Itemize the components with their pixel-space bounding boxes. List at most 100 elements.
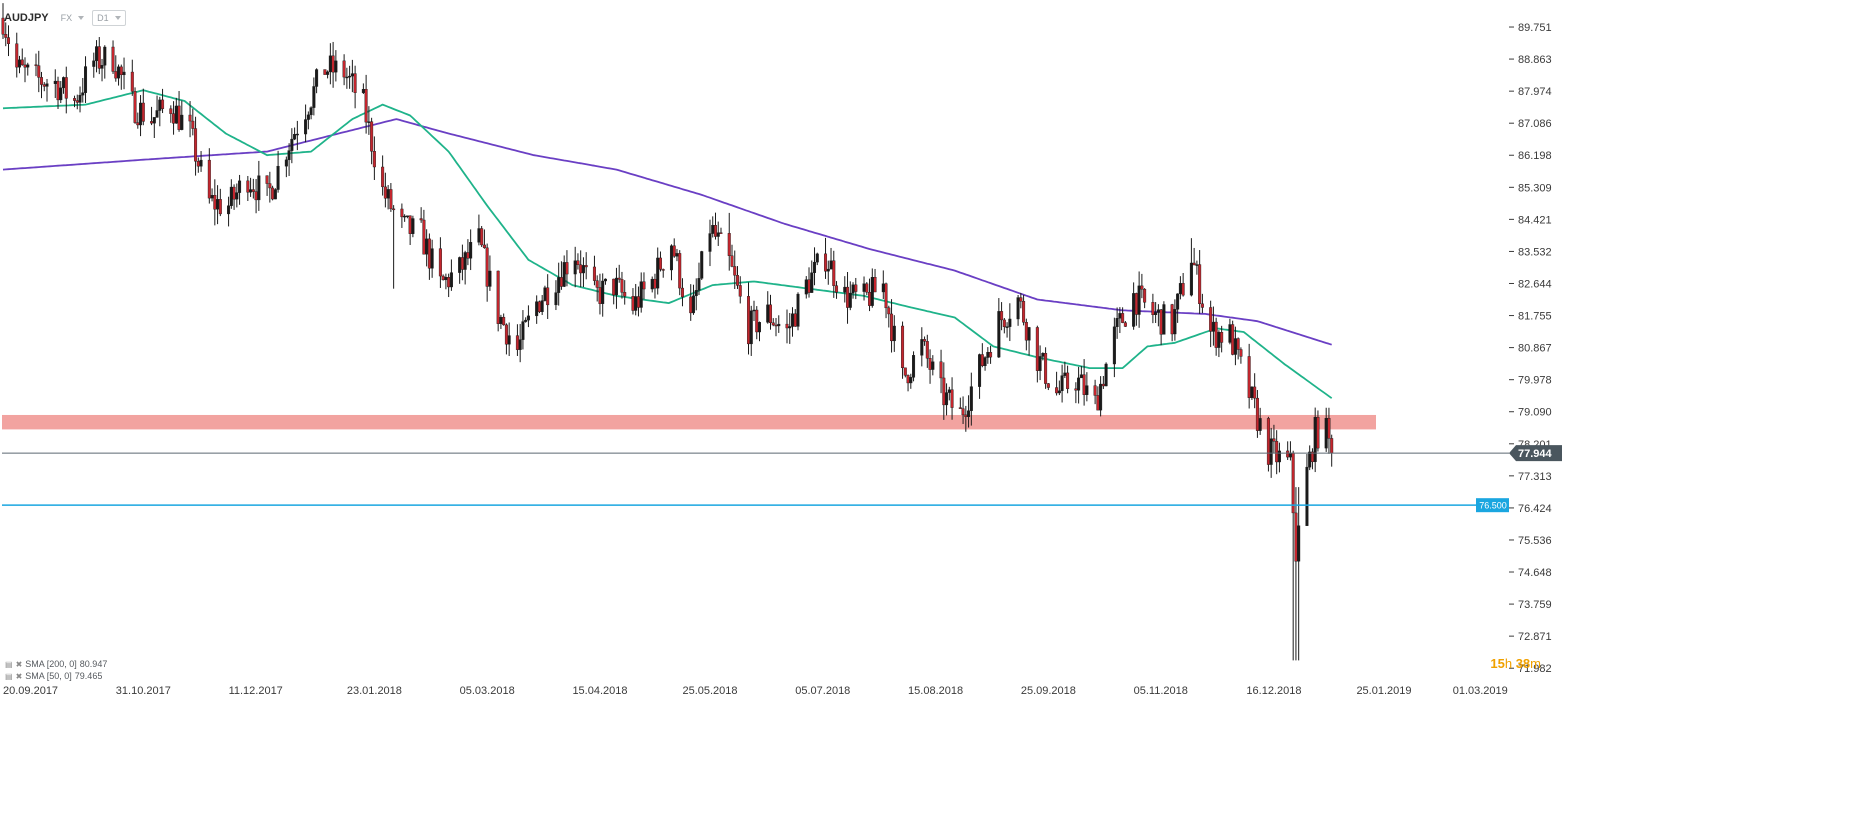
legend-sma200-label: SMA [200, 0] xyxy=(25,659,77,669)
candle-body xyxy=(537,301,541,312)
candle-body xyxy=(23,64,27,68)
y-tick-label: 79.090 xyxy=(1518,407,1552,419)
candle-body xyxy=(832,260,836,286)
x-tick-label: 11.12.2017 xyxy=(229,685,283,697)
candle-body xyxy=(884,283,888,309)
candle-body xyxy=(81,92,85,96)
candle-body xyxy=(458,257,462,273)
candle-body xyxy=(353,73,357,93)
candle-body xyxy=(75,100,79,103)
candle-body xyxy=(1046,383,1050,388)
y-tick-label: 86.198 xyxy=(1518,150,1552,162)
candle-body xyxy=(746,296,750,345)
legend-sma200-value: 80.947 xyxy=(79,659,108,669)
candle-body xyxy=(1002,319,1006,328)
candle-body xyxy=(1082,374,1086,395)
x-tick-label: 25.01.2019 xyxy=(1356,685,1411,697)
candle-body xyxy=(172,113,176,124)
candle-body xyxy=(592,266,596,281)
y-tick-label: 81.755 xyxy=(1518,311,1552,323)
candle-body xyxy=(614,277,618,296)
resistance-zone-layer xyxy=(2,414,1376,430)
candle-body xyxy=(964,414,968,417)
legend-sma200[interactable]: ▤ ✖ SMA [200, 0] 80.947 xyxy=(5,659,107,669)
candle-body xyxy=(425,238,429,255)
candle-body xyxy=(986,351,990,358)
candle-body xyxy=(1198,264,1202,305)
candle-body xyxy=(1239,349,1243,357)
y-tick-label: 82.644 xyxy=(1518,278,1552,290)
candle-body xyxy=(381,166,385,188)
settings-icon[interactable]: ▤ xyxy=(5,659,13,669)
candle-body xyxy=(496,270,500,324)
candle-body xyxy=(565,262,569,275)
candle-body xyxy=(540,300,544,312)
close-icon[interactable]: ✖ xyxy=(15,659,23,669)
candle-body xyxy=(315,69,319,87)
candle-body xyxy=(1156,309,1160,313)
candle-body xyxy=(887,307,891,315)
market-selector[interactable]: FX xyxy=(61,13,85,23)
candle-body xyxy=(546,287,550,306)
candle-body xyxy=(620,279,624,293)
candle-body xyxy=(939,361,943,379)
candle-body xyxy=(1173,309,1177,335)
candle-body xyxy=(923,339,927,342)
candle-body xyxy=(554,292,558,306)
candle-body xyxy=(1115,318,1119,328)
candle-body xyxy=(1217,332,1221,348)
x-tick-label: 15.08.2018 xyxy=(908,685,963,697)
candle-body xyxy=(1247,356,1251,398)
chart-toolbar: AUDJPY FX D1 xyxy=(4,8,126,28)
candle-body xyxy=(612,278,616,296)
sma200-line xyxy=(2,118,1332,346)
candle-body xyxy=(449,272,453,288)
x-tick-label: 25.05.2018 xyxy=(682,685,737,697)
close-icon[interactable]: ✖ xyxy=(15,671,23,681)
candle-body xyxy=(672,245,676,257)
candle-body xyxy=(502,316,506,326)
candle-body xyxy=(348,75,352,78)
candle-body xyxy=(1044,353,1048,384)
candle-body xyxy=(716,232,720,237)
candle-body xyxy=(257,175,261,201)
settings-icon[interactable]: ▤ xyxy=(5,671,13,681)
candle-body xyxy=(271,187,275,200)
candle-body xyxy=(276,165,280,190)
candle-body xyxy=(488,270,492,287)
legend-sma50[interactable]: ▤ ✖ SMA [50, 0] 79.465 xyxy=(5,671,102,681)
candle-body xyxy=(689,296,693,314)
candle-body xyxy=(141,102,145,122)
candle-body xyxy=(1288,452,1292,458)
y-tick-label: 80.867 xyxy=(1518,343,1552,355)
candle-body xyxy=(323,69,327,75)
candle-body xyxy=(945,392,949,406)
candle-body xyxy=(881,283,885,293)
candle-body xyxy=(1140,285,1144,290)
candle-body xyxy=(1038,356,1042,371)
candle-body xyxy=(1057,390,1061,394)
candle-body xyxy=(37,65,41,78)
y-tick-label: 77.313 xyxy=(1518,471,1552,483)
candle-body xyxy=(480,228,484,246)
interval-selector[interactable]: D1 xyxy=(92,10,126,26)
candle-body xyxy=(136,122,140,126)
candle-body xyxy=(103,46,107,66)
candle-body xyxy=(931,361,935,370)
candle-body xyxy=(1236,338,1240,350)
horizontal-lines-layer: 76.500 xyxy=(2,452,1510,513)
candle-body xyxy=(293,134,297,140)
candle-body xyxy=(1250,386,1254,398)
candle-body xyxy=(469,242,473,259)
candle-body xyxy=(958,407,962,409)
candle-body xyxy=(194,128,198,162)
time-axis[interactable]: 20.09.2017 31.10.2017 11.12.2017 23.01.2018… xyxy=(3,685,1508,697)
candle-body xyxy=(111,46,115,72)
candle-body xyxy=(573,260,577,275)
price-axis[interactable]: 89.751 88.863 87.974 87.086 86.198 85.309 84.4… xyxy=(1509,0,1866,837)
candle-body xyxy=(290,138,294,151)
candle-body xyxy=(675,253,679,257)
candle-body xyxy=(1255,397,1259,431)
candle-body xyxy=(1066,372,1070,389)
